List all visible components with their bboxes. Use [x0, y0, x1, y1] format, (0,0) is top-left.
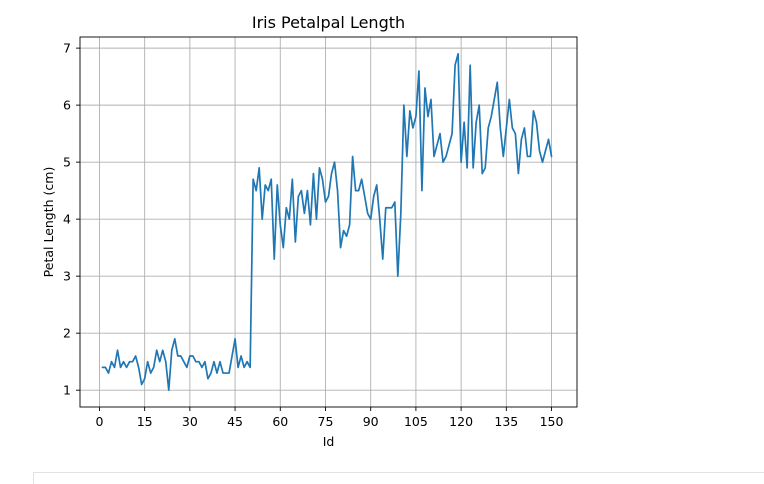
- x-tick-label: 90: [363, 414, 379, 429]
- output-area-divider: [33, 472, 764, 484]
- grid-lines: [80, 37, 577, 407]
- x-tick-label: 60: [272, 414, 288, 429]
- x-tick-label: 15: [137, 414, 153, 429]
- x-tick-label: 75: [318, 414, 334, 429]
- x-tick-label: 0: [95, 414, 103, 429]
- x-tick-label: 105: [404, 414, 428, 429]
- y-tick-label: 7: [63, 41, 71, 56]
- series-layer: [101, 52, 553, 392]
- x-tick-label: 120: [449, 414, 473, 429]
- y-tick-label: 3: [63, 269, 71, 284]
- y-axis-ticks: 1 2 3 4 5 6 7: [63, 41, 80, 398]
- chart-title: Iris Petalpal Length: [252, 13, 405, 32]
- x-tick-label: 135: [494, 414, 518, 429]
- y-tick-label: 4: [63, 212, 71, 227]
- y-tick-label: 5: [63, 155, 71, 170]
- axes-frame: [79, 36, 578, 408]
- series-line: [101, 52, 553, 392]
- y-tick-label: 2: [63, 326, 71, 341]
- x-tick-label: 30: [182, 414, 198, 429]
- y-tick-label: 6: [63, 98, 71, 113]
- x-axis-label: Id: [323, 434, 335, 449]
- x-tick-label: 150: [540, 414, 564, 429]
- x-tick-label: 45: [227, 414, 243, 429]
- y-axis-label: Petal Length (cm): [41, 167, 56, 278]
- y-tick-label: 1: [63, 383, 71, 398]
- x-axis-ticks: 0 15 30 45 60 75 90 105 120 135 150: [95, 407, 564, 429]
